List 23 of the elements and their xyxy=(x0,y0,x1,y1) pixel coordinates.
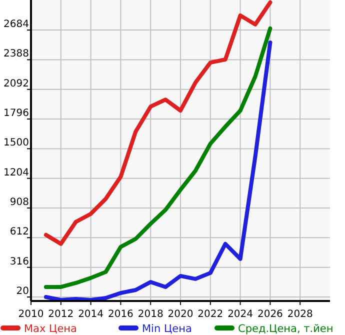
legend-label: Сред.Цена, т.йен xyxy=(238,323,334,335)
y-tick-label: 20 xyxy=(16,286,29,297)
x-tick-label: 2014 xyxy=(78,309,104,320)
y-tick-label: 316 xyxy=(10,256,29,268)
x-tick-label: 2028 xyxy=(287,309,313,320)
x-tick-label: 2022 xyxy=(198,309,224,320)
x-tick-label: 2024 xyxy=(228,309,254,320)
x-tick-label: 2016 xyxy=(108,309,134,320)
legend-label: Min Цена xyxy=(142,323,192,335)
x-tick-label: 2026 xyxy=(257,309,283,320)
x-tick-label: 2012 xyxy=(48,309,74,320)
y-tick-label: 2388 xyxy=(4,48,29,60)
y-tick-label: 2092 xyxy=(4,78,29,90)
y-tick-label: 1500 xyxy=(4,138,29,149)
x-tick-label: 2010 xyxy=(18,309,44,320)
y-tick-label: 908 xyxy=(10,197,29,208)
x-tick-label: 2018 xyxy=(138,309,164,320)
y-tick-label: 612 xyxy=(10,226,29,238)
x-tick-label: 2020 xyxy=(168,309,194,320)
legend-label: Max Цена xyxy=(24,323,77,335)
y-tick-label: 1796 xyxy=(4,108,29,120)
y-tick-label: 1204 xyxy=(4,167,29,178)
y-tick-label: 2684 xyxy=(4,19,29,30)
